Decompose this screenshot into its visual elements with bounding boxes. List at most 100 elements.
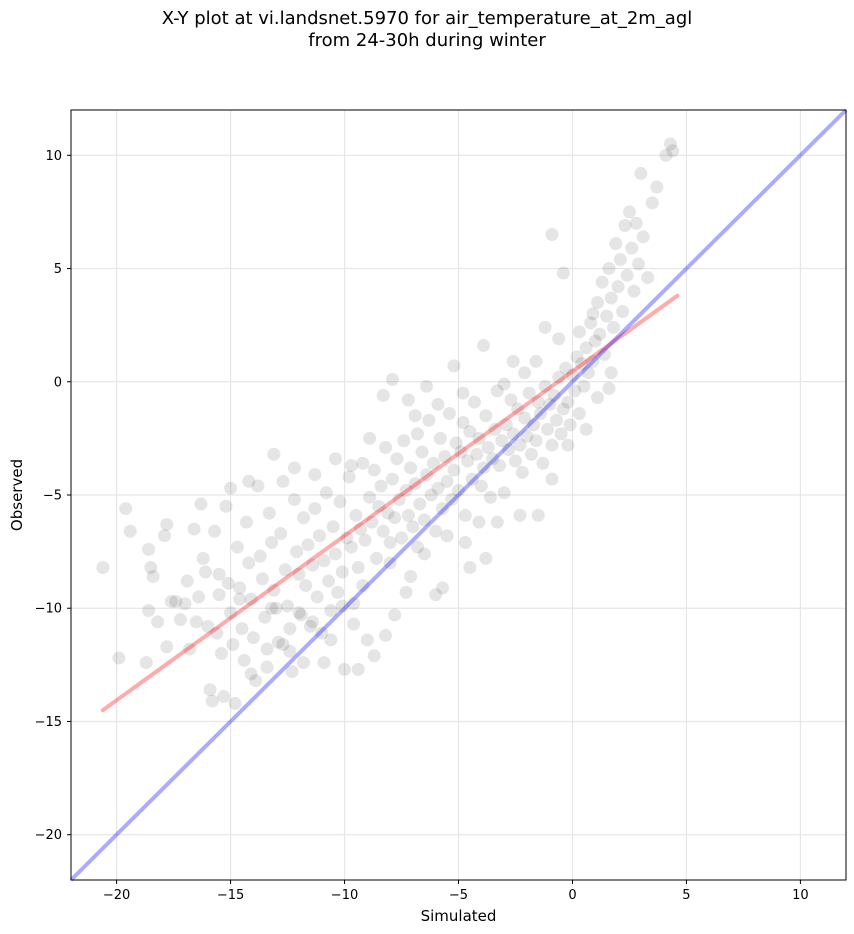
data-point <box>160 640 174 654</box>
data-point <box>169 594 183 608</box>
data-point <box>604 291 618 305</box>
data-point <box>212 567 226 581</box>
data-point <box>317 656 331 670</box>
data-point <box>308 468 322 482</box>
data-point <box>351 560 365 574</box>
data-point <box>151 615 165 629</box>
data-point <box>194 497 208 511</box>
data-point <box>547 388 561 402</box>
data-point <box>634 166 648 180</box>
y-tick-label: 0 <box>54 375 62 390</box>
x-axis-label: Simulated <box>421 907 497 925</box>
data-point <box>531 508 545 522</box>
data-point <box>440 474 454 488</box>
data-point <box>228 696 242 710</box>
data-point <box>618 219 632 232</box>
data-point <box>271 635 285 649</box>
data-point <box>572 406 586 420</box>
data-point <box>486 452 500 466</box>
x-tick-label: 5 <box>682 888 690 903</box>
data-point <box>276 637 290 651</box>
data-point <box>620 268 634 282</box>
data-point <box>641 271 655 285</box>
data-point <box>251 479 265 493</box>
data-point <box>292 567 306 581</box>
data-point <box>472 515 486 529</box>
data-point <box>456 416 470 430</box>
data-point <box>208 524 222 538</box>
data-point <box>397 434 411 448</box>
data-point <box>540 422 554 436</box>
chart-title: X-Y plot at vi.landsnet.5970 for air_tem… <box>161 8 693 29</box>
axis-ticks: −20 −15 −10 −5 0 5 10 −20 −15 −10 −5 0 5 10 <box>35 149 809 903</box>
data-point <box>219 499 233 513</box>
data-point <box>297 511 310 525</box>
scatter-points <box>96 137 680 710</box>
data-point <box>613 252 627 266</box>
data-point <box>160 517 174 531</box>
data-point <box>267 447 281 461</box>
data-point <box>545 438 559 452</box>
data-point <box>183 642 197 656</box>
data-point <box>431 481 445 495</box>
data-point <box>230 540 244 554</box>
data-point <box>379 628 393 642</box>
data-point <box>488 422 502 436</box>
data-point <box>342 470 356 484</box>
data-point <box>595 275 609 289</box>
data-point <box>586 354 600 368</box>
data-point <box>276 474 290 488</box>
data-point <box>456 386 470 400</box>
data-point <box>326 520 340 534</box>
data-point <box>388 511 402 525</box>
data-point <box>210 626 224 640</box>
data-point <box>417 547 431 561</box>
data-point <box>552 332 566 346</box>
data-point <box>178 597 192 611</box>
data-point <box>586 307 600 321</box>
data-point <box>506 354 520 368</box>
data-point <box>312 529 326 543</box>
data-point <box>645 196 659 210</box>
data-point <box>625 241 639 255</box>
data-point <box>602 382 616 396</box>
data-point <box>522 386 536 400</box>
data-point <box>274 527 288 540</box>
data-point <box>240 515 254 529</box>
data-point <box>96 560 110 574</box>
data-point <box>545 228 559 242</box>
data-point <box>144 560 158 574</box>
data-point <box>433 431 447 445</box>
data-point <box>597 348 611 362</box>
data-point <box>538 379 552 393</box>
y-tick-label: 10 <box>45 149 62 164</box>
data-point <box>246 631 260 645</box>
data-point <box>306 615 320 629</box>
data-point <box>440 529 454 543</box>
regression-line <box>100 293 680 713</box>
data-point <box>611 280 625 294</box>
data-point <box>242 556 256 570</box>
data-point <box>233 592 247 606</box>
data-point <box>445 493 459 507</box>
y-tick-label: −10 <box>35 602 62 617</box>
data-point <box>422 413 436 427</box>
data-point <box>385 373 399 386</box>
data-point <box>335 565 349 579</box>
data-point <box>242 474 256 488</box>
data-point <box>467 395 481 409</box>
data-point <box>632 257 646 271</box>
x-tick-label: 0 <box>568 888 576 903</box>
data-point <box>367 463 381 477</box>
data-point <box>543 397 557 411</box>
data-point <box>401 393 415 407</box>
data-point <box>531 395 545 409</box>
data-point <box>520 429 534 443</box>
y-tick-label: −5 <box>43 489 62 504</box>
data-point <box>119 502 133 516</box>
data-point <box>369 551 383 565</box>
y-tick-label: 5 <box>54 262 62 277</box>
data-point <box>490 515 504 529</box>
data-point <box>465 472 479 486</box>
data-point <box>622 205 636 219</box>
